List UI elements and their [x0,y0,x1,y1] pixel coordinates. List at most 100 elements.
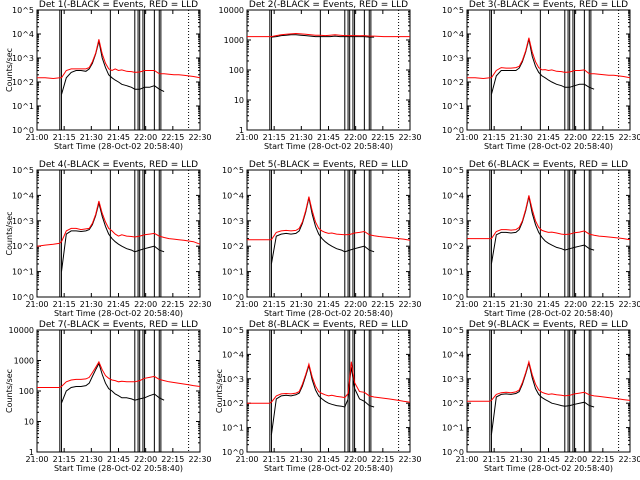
series-line-lld [247,361,411,404]
x-tick-label: 21:30 [510,455,533,464]
x-tick-label: 21:15 [483,455,506,464]
series-line-lld [467,359,631,402]
panel-title: Det 7(-BLACK = Events, RED = LLD [39,320,198,330]
x-tick-label: 21:00 [455,300,478,309]
x-tick-label: 22:15 [591,455,614,464]
x-tick-label: 22:00 [344,300,367,309]
y-tick-label: 100 [19,387,34,396]
x-tick-label: 22:15 [591,133,614,142]
x-axis-label: Start Time (28-Oct-02 20:58:40) [484,142,613,151]
x-axis-label: Start Time (28-Oct-02 20:58:40) [484,309,613,318]
x-tick-label: 21:30 [510,133,533,142]
y-tick-label: 10^5 [12,166,34,175]
x-tick-label: 21:15 [483,133,506,142]
panel-title: Det 3(-BLACK = Events, RED = LLD [469,0,628,10]
y-tick-label: 10^4 [222,191,244,200]
series-line-lld [247,32,410,38]
x-axis-label: Start Time (28-Oct-02 20:58:40) [484,464,613,473]
panel-title: Det 9(-BLACK = Events, RED = LLD [469,320,628,330]
x-tick-label: 22:00 [564,133,587,142]
x-tick-label: 21:00 [25,133,48,142]
x-tick-label: 21:30 [80,133,103,142]
y-tick-label: 10^5 [222,326,244,335]
x-tick-label: 22:15 [591,300,614,309]
series-line-events [61,362,165,404]
x-tick-label: 22:15 [161,455,184,464]
x-tick-label: 21:30 [80,455,103,464]
x-tick-label: 22:00 [134,455,157,464]
x-axis-label: Start Time (28-Oct-02 20:58:40) [264,142,393,151]
y-tick-label: 10^5 [222,166,244,175]
y-tick-label: 10^0 [222,448,244,457]
panel-det-8: Det 8(-BLACK = Events, RED = LLD 10^0 10^1… [215,320,422,473]
y-tick-label: 10000 [219,6,244,15]
y-tick-label: 1000 [14,357,34,366]
x-tick-label: 21:00 [455,455,478,464]
x-tick-label: 21:00 [235,133,258,142]
x-tick-label: 21:30 [290,133,313,142]
x-tick-label: 21:15 [53,133,76,142]
y-tick-label: 10^3 [12,217,34,226]
x-tick-label: 21:30 [80,300,103,309]
y-tick-label: 10^0 [12,293,34,302]
y-tick-label: 10^3 [442,217,464,226]
x-tick-label: 21:45 [537,300,560,309]
panel-det-2: Det 2(-BLACK = Events, RED = LLD 1 10 100 10… [219,0,422,151]
x-tick-label: 21:45 [537,455,560,464]
panel-title: Det 5(-BLACK = Events, RED = LLD [249,160,408,170]
y-tick-label: 10^0 [222,293,244,302]
series-line-events [61,202,165,272]
y-tick-label: 10^2 [12,242,34,251]
x-tick-label: 22:00 [564,455,587,464]
y-tick-label: 10^3 [442,375,464,384]
series-line-events [270,197,375,265]
x-tick-label: 22:15 [371,455,394,464]
y-tick-label: 10^1 [222,268,244,277]
y-tick-label: 10^1 [442,268,464,277]
x-tick-label: 22:15 [161,300,184,309]
x-tick-label: 22:30 [398,300,421,309]
x-tick-label: 22:00 [344,455,367,464]
series-line-events [490,196,595,265]
y-tick-label: 10^4 [12,30,34,39]
x-tick-label: 22:00 [134,300,157,309]
x-tick-label: 21:30 [510,300,533,309]
y-tick-label: 10 [24,418,34,427]
y-axis-label: Counts/sec [5,211,14,255]
y-tick-label: 10000 [9,326,34,335]
y-tick-label: 10^5 [442,166,464,175]
x-tick-label: 22:15 [161,133,184,142]
y-tick-label: 10^5 [442,6,464,15]
x-tick-label: 21:15 [53,455,76,464]
y-tick-label: 10^4 [442,350,464,359]
x-tick-label: 21:45 [317,133,340,142]
y-tick-label: 10^4 [222,350,244,359]
x-tick-label: 21:45 [107,455,130,464]
y-tick-label: 10^1 [442,424,464,433]
x-tick-label: 21:30 [290,455,313,464]
x-tick-label: 21:15 [53,300,76,309]
y-tick-label: 10^0 [442,126,464,135]
x-tick-label: 22:30 [188,455,211,464]
panel-title: Det 8(-BLACK = Events, RED = LLD [249,320,408,330]
x-tick-label: 22:30 [188,300,211,309]
y-tick-label: 10^5 [12,6,34,15]
y-tick-label: 10^4 [442,191,464,200]
y-tick-label: 10^3 [222,217,244,226]
series-line-lld [37,360,201,388]
x-tick-label: 22:30 [618,133,640,142]
y-tick-label: 10^2 [222,399,244,408]
x-tick-label: 21:45 [317,455,340,464]
y-tick-label: 1 [239,126,244,135]
x-tick-label: 21:45 [317,300,340,309]
panel-det-1: Det 1(-BLACK = Events, RED = LLD 10^0 10^1… [5,0,212,151]
y-tick-label: 10^2 [12,78,34,87]
series-line-events [271,34,375,38]
y-tick-label: 10^0 [12,126,34,135]
series-line-lld [37,39,201,80]
series-line-events [61,41,165,95]
panel-title: Det 1(-BLACK = Events, RED = LLD [39,0,198,10]
x-tick-label: 22:15 [371,300,394,309]
x-axis-label: Start Time (28-Oct-02 20:58:40) [54,142,183,151]
